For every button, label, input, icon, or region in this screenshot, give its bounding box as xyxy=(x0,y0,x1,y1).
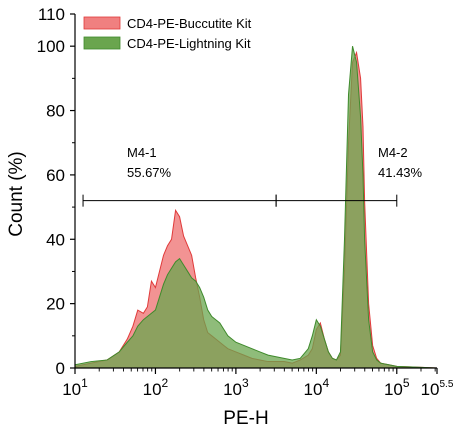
y-tick-label: 40 xyxy=(46,230,65,249)
series-area-1 xyxy=(74,50,438,369)
y-tick-label: 20 xyxy=(46,295,65,314)
x-tick-label: 101 xyxy=(62,376,88,399)
plot-area xyxy=(74,46,438,369)
x-tick-label: 102 xyxy=(143,376,169,399)
y-tick-label: 80 xyxy=(46,102,65,121)
axes: 0 20 40 60 80 100 110 101 102 103 104 105 105.5 xyxy=(37,5,454,399)
legend-label-1: CD4-PE-Buccutite Kit xyxy=(127,16,252,31)
legend: CD4-PE-Buccutite Kit CD4-PE-Lightning Kit xyxy=(83,16,252,51)
x-tick-label: 105.5 xyxy=(421,379,454,399)
x-axis-title: PE-H xyxy=(223,408,268,429)
x-tick-label: 104 xyxy=(304,376,330,399)
x-tick-label: 105 xyxy=(384,376,410,399)
series-area-2 xyxy=(74,46,438,369)
y-tick-label: 100 xyxy=(37,37,65,56)
gate-percent-2: 41.43% xyxy=(378,165,423,180)
x-tick-label: 103 xyxy=(223,376,249,399)
y-tick-label: 110 xyxy=(38,5,65,24)
gate-name-2: M4-2 xyxy=(378,145,408,160)
legend-label-2: CD4-PE-Lightning Kit xyxy=(127,36,251,51)
legend-swatch-1 xyxy=(83,16,121,30)
y-axis-title: Count (%) xyxy=(6,151,27,237)
gate-name-1: M4-1 xyxy=(127,145,157,160)
gate-percent-1: 55.67% xyxy=(127,165,172,180)
legend-swatch-2 xyxy=(83,36,121,50)
gates: M4-1 55.67% M4-2 41.43% xyxy=(82,145,423,207)
y-tick-label: 0 xyxy=(56,359,65,378)
y-tick-label: 60 xyxy=(46,166,65,185)
